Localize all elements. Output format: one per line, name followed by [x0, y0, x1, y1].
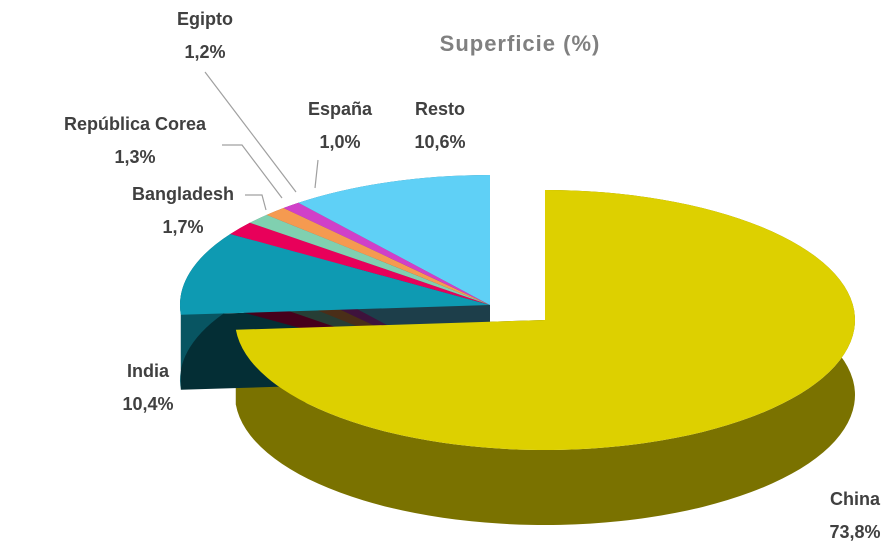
slice — [266, 208, 490, 305]
slice — [235, 190, 855, 450]
leader-line — [222, 144, 283, 199]
leader-line — [204, 71, 297, 193]
value-label: 1,3% — [114, 147, 155, 167]
value-label: 10,4% — [122, 394, 173, 414]
slice — [283, 202, 490, 305]
slice-label: China — [830, 489, 881, 509]
slice — [249, 214, 490, 305]
slice — [230, 222, 490, 305]
value-label: 73,8% — [829, 522, 880, 542]
slice-label: Egipto — [177, 9, 233, 29]
value-label: 10,6% — [414, 132, 465, 152]
value-label: 1,0% — [319, 132, 360, 152]
slice-label: Bangladesh — [132, 184, 234, 204]
leader-line — [245, 194, 267, 211]
slice — [180, 233, 490, 315]
leader-line — [314, 159, 319, 189]
slice-label: España — [308, 99, 373, 119]
value-label: 1,7% — [162, 217, 203, 237]
slice-label: Resto — [415, 99, 465, 119]
chart-title: Superficie (%) — [440, 31, 601, 56]
slice-label: República Corea — [64, 114, 207, 134]
value-label: 1,2% — [184, 42, 225, 62]
slice-label: India — [127, 361, 170, 381]
slice — [298, 175, 490, 305]
